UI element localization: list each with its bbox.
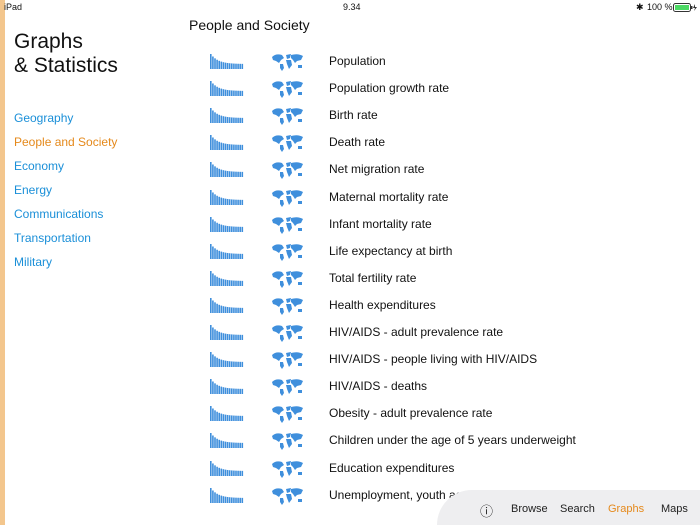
menu-item[interactable]: Communications: [14, 207, 104, 221]
menu-item[interactable]: Economy: [14, 159, 65, 173]
menu-item[interactable]: Energy: [14, 183, 53, 197]
row-label: HIV/AIDS - deaths: [329, 379, 428, 394]
row[interactable]: Education expenditures: [205, 457, 625, 481]
row-label: HIV/AIDS - people living with HIV/AIDS: [329, 352, 538, 367]
map-icon: [272, 243, 303, 261]
section-heading: People and Society: [189, 17, 310, 33]
graph-icon: [210, 243, 244, 259]
sidebar-edge: [0, 0, 5, 525]
row[interactable]: Death rate: [205, 131, 625, 155]
row-label: Birth rate: [329, 108, 378, 123]
graph-icon: [210, 379, 244, 395]
graph-icon: [210, 297, 244, 313]
bluetooth-icon: ✱: [636, 2, 644, 12]
tab-item[interactable]: ⓘ: [480, 504, 494, 519]
row[interactable]: Birth rate: [205, 104, 625, 128]
map-icon: [272, 460, 303, 478]
row[interactable]: Children under the age of 5 years underw…: [205, 429, 625, 453]
row-label: Education expenditures: [329, 460, 455, 475]
battery-text: 100 %: [647, 2, 673, 12]
row[interactable]: Infant mortality rate: [205, 213, 625, 237]
menu-item[interactable]: Military: [14, 255, 52, 269]
map-icon: [272, 108, 303, 126]
graph-icon: [210, 54, 244, 69]
row[interactable]: Health expenditures: [205, 294, 625, 318]
row-label: Net migration rate: [329, 162, 425, 177]
tab-item[interactable]: Browse: [511, 503, 548, 515]
map-icon: [272, 81, 303, 99]
map-icon: [272, 487, 303, 505]
graph-icon: [210, 487, 244, 503]
row[interactable]: Population growth rate: [205, 77, 625, 101]
row[interactable]: Maternal mortality rate: [205, 186, 625, 210]
title-line: Graphs: [14, 30, 83, 53]
row[interactable]: HIV/AIDS - adult prevalence rate: [205, 321, 625, 345]
map-icon: [272, 135, 303, 153]
row[interactable]: Life expectancy at birth: [205, 240, 625, 264]
graph-icon: [210, 433, 244, 449]
row-label: Health expenditures: [329, 297, 436, 312]
row-label: Infant mortality rate: [329, 216, 432, 231]
row-label: Population: [329, 54, 386, 68]
graph-icon: [210, 216, 244, 232]
row[interactable]: Obesity - adult prevalence rate: [205, 402, 625, 426]
row-label: Life expectancy at birth: [329, 243, 453, 258]
graph-icon: [210, 81, 244, 97]
menu-item[interactable]: Transportation: [14, 231, 91, 245]
title-line: & Statistics: [14, 54, 118, 77]
device-name: iPad: [4, 2, 23, 12]
row-label: Death rate: [329, 135, 386, 150]
clock: 9.34: [343, 2, 361, 12]
map-icon: [272, 216, 303, 234]
map-icon: [272, 406, 303, 424]
row[interactable]: HIV/AIDS - deaths: [205, 375, 625, 399]
graph-icon: [210, 135, 244, 151]
map-icon: [272, 189, 303, 207]
tab-item[interactable]: Maps: [661, 503, 688, 515]
sidebar-menu: Geography People and Society Economy Energy…: [14, 110, 117, 278]
map-icon: [272, 297, 303, 315]
map-icon: [272, 270, 303, 288]
graph-icon: [210, 108, 244, 124]
row-label: HIV/AIDS - adult prevalence rate: [329, 325, 504, 339]
row-label: Population growth rate: [329, 81, 450, 96]
graph-icon: [210, 162, 244, 178]
map-icon: [272, 433, 303, 451]
menu-item[interactable]: People and Society: [14, 135, 118, 149]
tab-item[interactable]: Graphs: [608, 503, 645, 515]
menu-item[interactable]: Geography: [14, 111, 74, 125]
map-icon: [272, 162, 303, 180]
graph-icon: [210, 270, 244, 286]
tab-bar: ⓘ Browse Search Graphs Maps: [437, 490, 700, 525]
graph-icon: [210, 352, 244, 368]
row[interactable]: Population: [205, 50, 625, 74]
map-icon: [272, 325, 303, 342]
map-icon: [272, 352, 303, 370]
map-icon: [272, 379, 303, 397]
sidebar-title: Graphs & Statistics: [14, 30, 118, 78]
row-label: Maternal mortality rate: [329, 189, 449, 204]
tab-item[interactable]: Search: [560, 503, 595, 515]
graph-icon: [210, 406, 244, 422]
status-bar: iPad 9.34 ✱ 100 %: [0, 0, 700, 14]
row[interactable]: HIV/AIDS - people living with HIV/AIDS: [205, 348, 625, 372]
row-label: Children under the age of 5 years underw…: [329, 433, 576, 448]
graph-icon: [210, 460, 244, 476]
row[interactable]: Net migration rate: [205, 158, 625, 182]
graph-icon: [210, 189, 244, 205]
map-icon: [272, 54, 303, 71]
row-label: Total fertility rate: [329, 270, 417, 285]
row[interactable]: Total fertility rate: [205, 267, 625, 291]
graph-icon: [210, 325, 244, 340]
row-label: Obesity - adult prevalence rate: [329, 406, 493, 421]
battery-icon: [673, 3, 697, 12]
